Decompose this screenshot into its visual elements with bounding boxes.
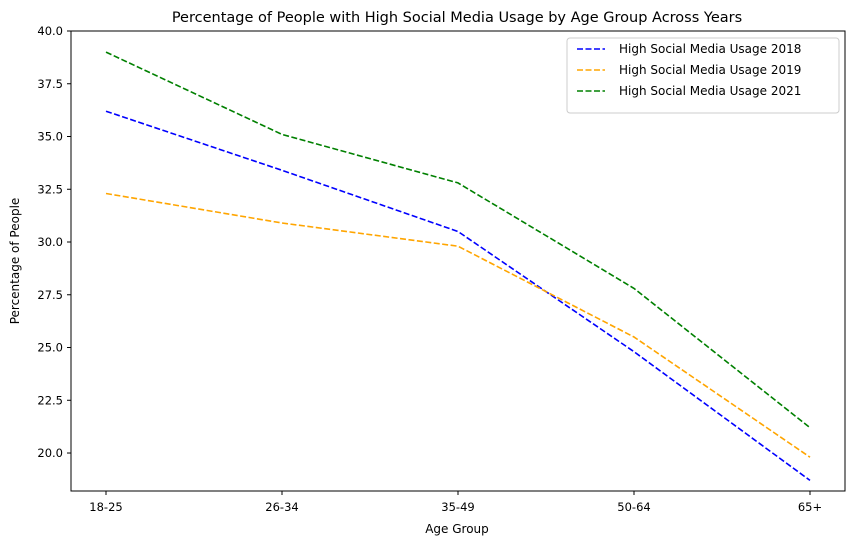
legend: High Social Media Usage 2018 High Social …: [566, 37, 840, 114]
series-line-2: [105, 51, 811, 429]
y-axis-label: Percentage of People: [8, 198, 22, 325]
x-tick-label: 35-49: [441, 500, 474, 514]
x-tick-label: 50-64: [617, 500, 650, 514]
y-tick-label: 22.5: [37, 393, 63, 407]
x-axis-label: Age Group: [425, 522, 489, 536]
y-tick-label: 25.0: [37, 341, 63, 355]
y-tick-label: 35.0: [37, 130, 63, 144]
plot-area: [105, 51, 811, 482]
chart-title: Percentage of People with High Social Me…: [172, 10, 742, 26]
x-tick-label: 65+: [798, 500, 822, 514]
y-tick-label: 20.0: [37, 446, 63, 460]
y-tick-label: 27.5: [37, 288, 63, 302]
legend-label: High Social Media Usage 2021: [619, 84, 801, 98]
legend-label: High Social Media Usage 2018: [619, 42, 801, 56]
legend-label: High Social Media Usage 2019: [619, 63, 801, 77]
y-tick-label: 32.5: [37, 182, 63, 196]
legend-box: [566, 37, 840, 114]
y-tick-label: 40.0: [37, 24, 63, 38]
x-tick-label: 26-34: [265, 500, 298, 514]
series-line-1: [105, 192, 811, 458]
series-line-0: [105, 110, 811, 482]
y-tick-label: 30.0: [37, 235, 63, 249]
axes: 18-25 26-34 35-49 50-64 65+ 20.0 22.5 25.0 27.5 3…: [37, 24, 846, 514]
y-tick-label: 37.5: [37, 77, 63, 91]
x-tick-label: 18-25: [89, 500, 122, 514]
